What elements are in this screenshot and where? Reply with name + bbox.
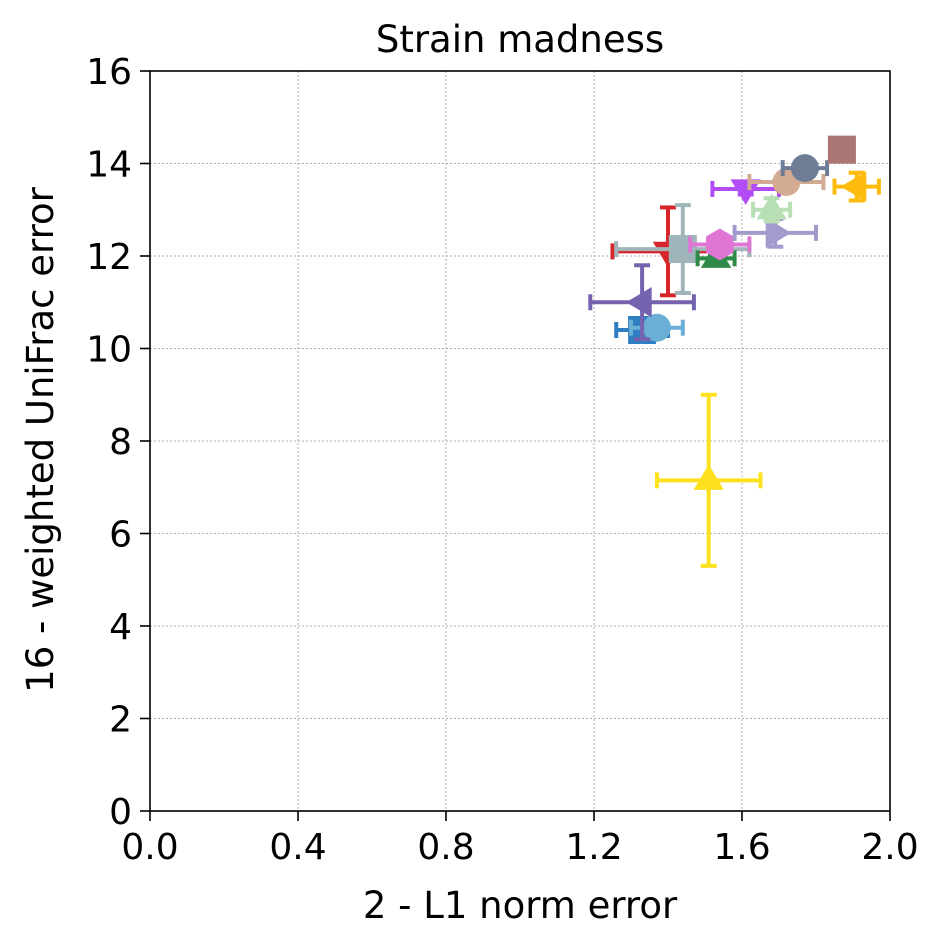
x-tick-label: 0.8	[417, 827, 474, 868]
triangle-left-marker	[840, 171, 867, 202]
x-tick-label: 1.6	[713, 827, 770, 868]
y-tick-label: 14	[86, 145, 132, 186]
y-tick-label: 10	[86, 330, 132, 371]
square-marker	[827, 135, 856, 164]
data-series	[588, 135, 881, 568]
x-tick-label: 0.0	[121, 827, 178, 868]
data-point	[732, 217, 818, 249]
y-tick-label: 2	[109, 700, 132, 741]
y-tick-label: 4	[109, 607, 132, 648]
data-point	[751, 193, 793, 224]
data-point	[654, 392, 763, 568]
triangle-up-marker	[693, 464, 724, 490]
circle-marker	[790, 154, 819, 183]
data-point	[832, 170, 881, 203]
data-point	[688, 228, 752, 261]
data-point	[588, 263, 696, 342]
data-point	[710, 179, 781, 205]
triangle-left-marker	[626, 287, 652, 318]
axes: 0.0 0.4 0.8 1.2 1.6 2.0 0 2 4 6 8 10 12 14 16	[86, 52, 918, 868]
chart-title: Strain madness	[376, 18, 664, 61]
triangle-down-marker	[730, 179, 761, 205]
data-point	[780, 154, 830, 183]
data-point	[747, 168, 826, 196]
square-marker	[668, 235, 697, 264]
y-axis-label: 16 - weighted UniFrac error	[19, 186, 62, 692]
y-tick-label: 8	[109, 422, 132, 463]
x-tick-label: 1.2	[565, 827, 622, 868]
y-tick-label: 12	[86, 237, 132, 278]
data-point	[629, 313, 685, 342]
hexagon-marker	[705, 228, 734, 261]
data-point	[827, 135, 856, 164]
x-tick-label: 2.0	[861, 827, 918, 868]
y-tick-label: 0	[109, 792, 132, 833]
y-tick-label: 6	[109, 515, 132, 556]
circle-marker	[642, 313, 671, 342]
x-tick-label: 0.4	[269, 827, 326, 868]
x-axis-label: 2 - L1 norm error	[363, 884, 678, 927]
plot-frame	[149, 70, 891, 812]
triangle-up-marker	[756, 193, 787, 220]
triangle-right-marker	[765, 217, 792, 249]
y-tick-label: 16	[86, 52, 132, 93]
